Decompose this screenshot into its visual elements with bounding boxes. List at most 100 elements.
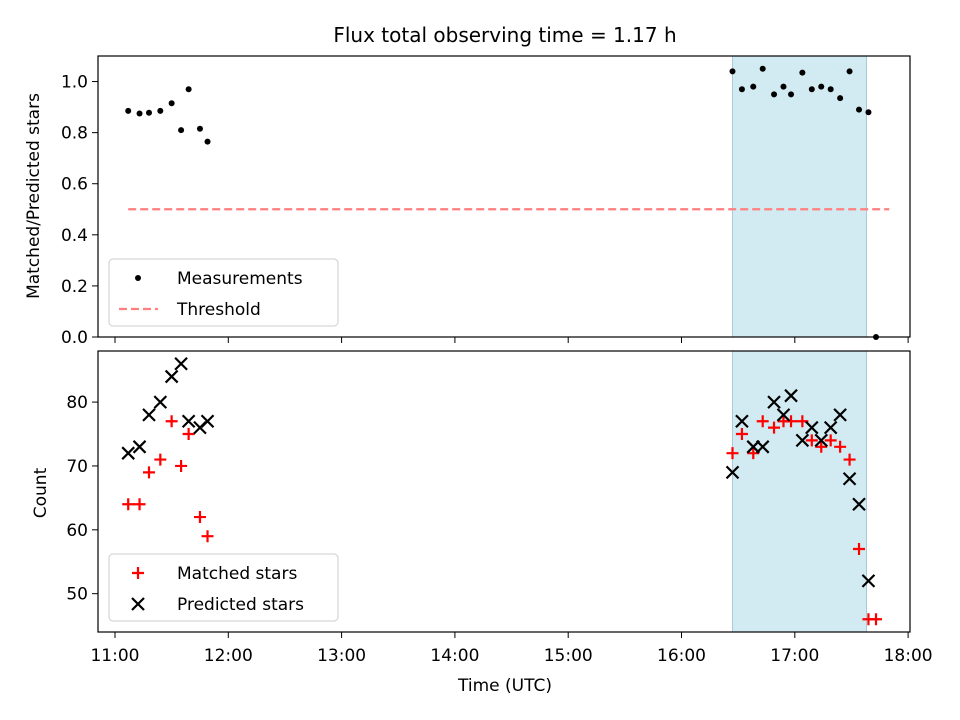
predicted-stars-point [823,420,838,435]
predicted-stars-point [164,369,179,384]
predicted-stars-point [784,388,798,403]
measurements-point [125,107,132,114]
matched-stars-point [824,434,837,447]
x-tick-label: 13:00 [317,646,366,666]
predicted-stars-point [833,408,847,422]
y-tick-label: 0.4 [61,226,88,246]
predicted-stars-point [842,471,857,486]
matched-stars-point [182,428,195,441]
plot-frame [97,55,911,338]
predicted-stars-point [814,433,829,448]
measurements-point [750,83,757,90]
matched-stars-point [853,542,866,555]
predicted-stars-point [767,395,781,409]
predicted-stars-point [725,465,740,480]
y-tick-label: 80 [66,393,88,413]
matched-stars-point [756,415,769,428]
matched-stars-legend-label: Matched stars [177,564,297,584]
measurements-point [799,69,806,76]
predicted-stars-point [200,414,215,429]
series-group [125,65,890,340]
y-tick-label: 0.2 [61,277,88,297]
plot-frame [97,350,911,633]
predicted-stars-point [755,440,770,454]
matched-stars-legend-marker [132,567,144,579]
series-group [121,356,883,626]
measurements-point [729,68,736,75]
predicted-stars-point [795,433,810,448]
measurements-point [818,83,825,90]
predicted-stars-point [861,574,876,588]
matched-stars-point [154,453,167,466]
highlight-span [732,55,867,338]
measurements-point [204,138,211,145]
measurements-point [856,106,863,113]
measurements-point [780,83,787,90]
matched-stars-point [843,453,856,466]
y-tick-label: 0.6 [61,175,88,195]
matched-stars-point [735,428,748,441]
x-tick-label: 18:00 [884,646,933,666]
matched-stars-point [201,530,214,543]
y-tick-label: 0.0 [61,328,88,348]
matched-stars-point [805,434,818,447]
x-tick-label: 16:00 [657,646,706,666]
matched-stars-point [768,421,781,434]
y-axis-label-top: Matched/Predicted stars [24,93,44,299]
measurements-point [157,107,164,114]
matched-stars-point [165,415,178,428]
predicted-stars-point [852,497,866,512]
predicted-stars-point [805,420,819,435]
measurements-point [738,86,745,93]
predicted-stars-legend-marker [131,597,145,611]
matched-stars-point [133,498,146,511]
predicted-stars-point [174,356,188,371]
x-tick-label: 17:00 [770,646,819,666]
measurements-point [168,100,175,107]
measurements-point [759,65,766,72]
measurements-point [865,109,872,116]
legend: Matched stars Predicted stars [108,553,339,622]
x-tick-label: 14:00 [430,646,479,666]
legend: Measurements Threshold [108,258,339,327]
chart-title: Flux total observing time = 1.17 h [333,23,676,47]
predicted-stars-legend-label: Predicted stars [177,595,304,615]
matched-stars-point [193,511,206,524]
predicted-stars-point [181,414,196,429]
measurements-point [136,110,143,117]
matched-stars-point [122,498,135,511]
predicted-stars-point [735,414,749,429]
measurements-point [196,125,203,132]
measurements-point [185,86,192,93]
measurements-legend-marker [135,275,141,281]
measurements-point [788,91,795,98]
legend-box [108,258,339,327]
measurements-point [827,86,834,93]
measurements-point [808,86,815,93]
measurements-legend-label: Measurements [177,269,303,289]
measurements-point [846,68,853,75]
highlight-span [732,350,867,633]
matched-stars-point [142,466,155,479]
matched-stars-point [785,415,798,428]
measurements-point [837,95,844,102]
y-tick-label: 50 [66,585,88,605]
y-tick-label: 60 [66,521,88,541]
predicted-stars-point [776,408,791,422]
x-tick-label: 12:00 [204,646,253,666]
matched-stars-point [175,459,188,472]
matched-stars-point [726,447,739,460]
measurements-point [145,109,152,116]
x-tick-label: 11:00 [90,646,139,666]
y-axis-label-bottom: Count [31,467,51,518]
predicted-stars-point [153,395,168,409]
x-tick-label: 15:00 [544,646,593,666]
count-panel: 50 60 70 80 11:00 12:00 13:00 14:00 15:00 16:00 17… [66,350,933,666]
measurements-point [771,91,778,98]
x-axis-label: Time (UTC) [457,676,552,696]
y-tick-label: 0.8 [61,124,88,144]
predicted-stars-point [142,408,156,422]
matched-stars-point [870,613,883,626]
threshold-legend-label: Threshold [176,300,261,320]
